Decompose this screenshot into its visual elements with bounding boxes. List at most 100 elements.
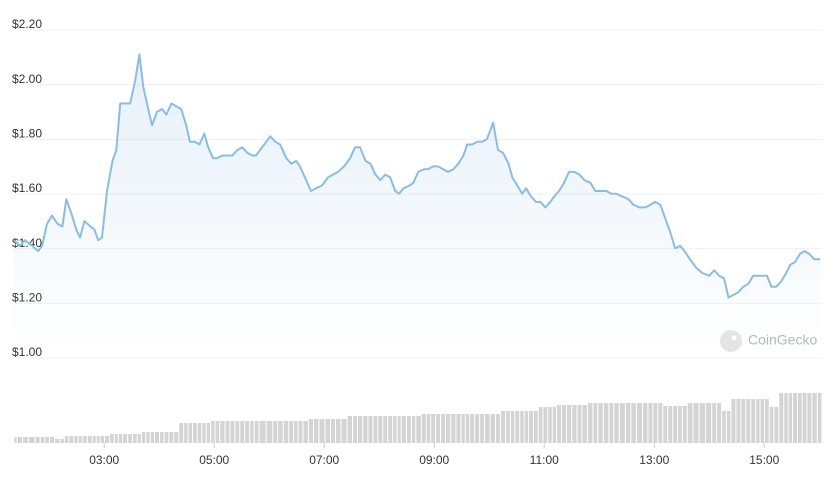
volume-bar bbox=[648, 403, 653, 443]
volume-bar bbox=[812, 393, 817, 443]
volume-bar bbox=[14, 437, 17, 443]
volume-bar bbox=[45, 437, 49, 443]
volume-bar bbox=[220, 421, 225, 443]
x-tick-label: 11:00 bbox=[530, 453, 559, 467]
volume-bar bbox=[55, 439, 60, 443]
volume-bar bbox=[431, 414, 436, 443]
volume-bar bbox=[712, 403, 717, 443]
volume-bar bbox=[250, 421, 254, 443]
volume-bar bbox=[779, 393, 784, 443]
volume-bar bbox=[784, 393, 788, 443]
volume-bar bbox=[397, 416, 401, 443]
volume-bar bbox=[406, 416, 411, 443]
watermark: CoinGecko bbox=[720, 330, 817, 352]
x-tick-label: 13:00 bbox=[639, 453, 669, 467]
volume-bar bbox=[557, 405, 562, 443]
volume-bar bbox=[235, 421, 240, 443]
volume-bar bbox=[363, 416, 368, 443]
volume-bar bbox=[60, 439, 64, 443]
volume-bar bbox=[150, 432, 155, 443]
volume-bar bbox=[273, 421, 278, 443]
volume-bar bbox=[373, 416, 378, 443]
volume-bar bbox=[496, 414, 501, 443]
volume-bar bbox=[331, 419, 335, 443]
volume-bar bbox=[642, 403, 648, 443]
volume-bar bbox=[341, 419, 347, 443]
volume-bar bbox=[682, 406, 687, 443]
x-tick-label: 05:00 bbox=[199, 453, 229, 467]
volume-bar bbox=[87, 436, 92, 443]
volume-bar bbox=[765, 399, 769, 443]
volume-bar bbox=[294, 421, 298, 443]
watermark-logo-eye bbox=[731, 335, 737, 341]
volume-bar bbox=[104, 436, 110, 443]
volume-bar bbox=[266, 421, 273, 443]
volume-bar bbox=[552, 407, 557, 443]
volume-bar bbox=[298, 421, 303, 443]
volume-bar bbox=[123, 434, 128, 443]
volume-bar bbox=[668, 406, 673, 443]
volume-bar bbox=[110, 434, 114, 443]
volume-bar bbox=[673, 406, 678, 443]
volume-bar bbox=[717, 403, 722, 443]
volume-bar bbox=[480, 414, 485, 443]
volume-bar bbox=[335, 419, 341, 443]
x-tick-label: 03:00 bbox=[89, 453, 119, 467]
y-tick-label: $2.20 bbox=[12, 17, 42, 31]
volume-bar bbox=[426, 414, 431, 443]
volume-bar bbox=[706, 403, 712, 443]
volume-bar bbox=[506, 411, 510, 443]
volume-bar bbox=[100, 436, 104, 443]
y-tick-label: $2.00 bbox=[12, 72, 42, 86]
volume-bar bbox=[515, 411, 520, 443]
volume-bar bbox=[609, 403, 614, 443]
volume-bar bbox=[74, 436, 78, 443]
volume-bar bbox=[802, 393, 807, 443]
volume-bar bbox=[29, 437, 35, 443]
volume-bar bbox=[524, 411, 529, 443]
volume-bar bbox=[451, 414, 456, 443]
volume-bar bbox=[17, 437, 23, 443]
volume-bar bbox=[411, 416, 416, 443]
volume-bar bbox=[582, 405, 587, 443]
volume-bar bbox=[240, 421, 245, 443]
volume-bar bbox=[278, 421, 283, 443]
volume-bar bbox=[741, 399, 746, 443]
volume-bar bbox=[416, 416, 421, 443]
volume-bar bbox=[746, 399, 751, 443]
volume-bar bbox=[245, 421, 250, 443]
volume-bar bbox=[793, 393, 798, 443]
volume-bar bbox=[40, 437, 45, 443]
volume-bar bbox=[174, 432, 179, 443]
x-tick-label: 07:00 bbox=[309, 453, 339, 467]
volume-bar bbox=[475, 414, 480, 443]
volume-bar bbox=[169, 432, 174, 443]
volume-bar bbox=[736, 399, 741, 443]
volume-bar bbox=[303, 421, 309, 443]
volume-bar bbox=[726, 411, 731, 443]
volume-bar bbox=[225, 421, 230, 443]
volume-bar bbox=[520, 411, 524, 443]
volume-bar bbox=[562, 405, 567, 443]
volume-bar bbox=[510, 411, 515, 443]
volume-bar bbox=[49, 437, 55, 443]
volume-bar bbox=[347, 416, 353, 443]
volume-bar bbox=[421, 414, 426, 443]
plot bbox=[13, 53, 821, 356]
volume-bar bbox=[82, 436, 87, 443]
volume-bar bbox=[289, 421, 294, 443]
volume-bar bbox=[625, 403, 631, 443]
volume-bar bbox=[69, 436, 74, 443]
volume-bar bbox=[78, 436, 82, 443]
volume-bar bbox=[184, 423, 188, 443]
watermark-logo bbox=[720, 330, 742, 352]
volume-bar bbox=[501, 411, 506, 443]
volume-bars bbox=[14, 393, 822, 443]
volume-bar bbox=[128, 434, 133, 443]
volume-bar bbox=[687, 403, 693, 443]
volume-bar bbox=[693, 403, 699, 443]
volume-bar bbox=[159, 432, 164, 443]
volume-bar bbox=[230, 421, 235, 443]
volume-bar bbox=[114, 434, 118, 443]
volume-bar bbox=[653, 403, 658, 443]
